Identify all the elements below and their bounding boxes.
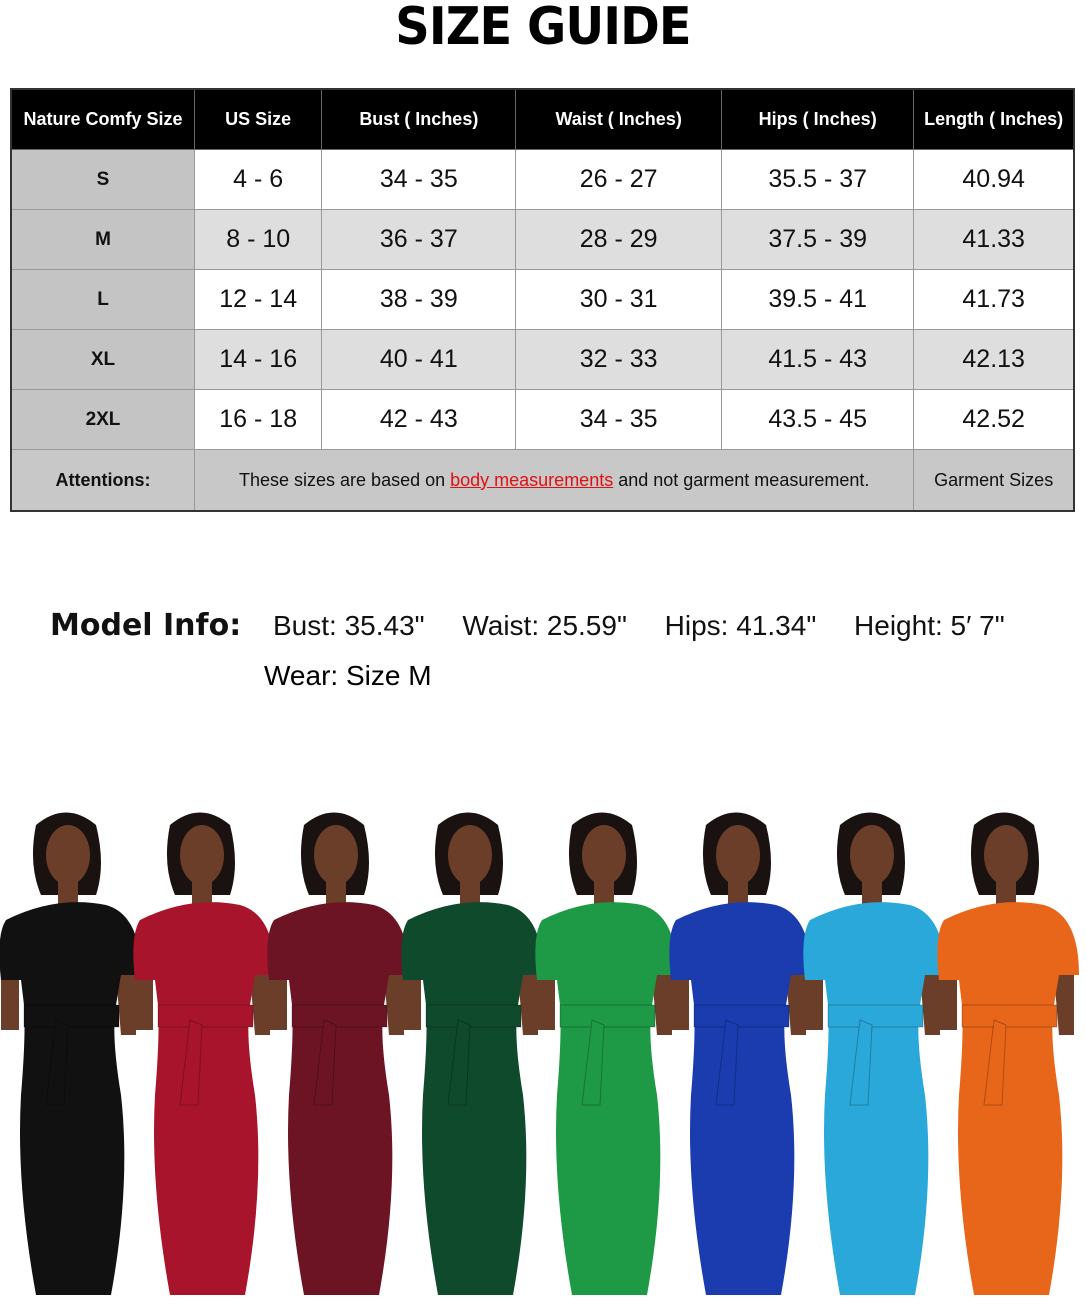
table-cell: 36 - 37 <box>321 209 517 270</box>
table-cell: 40.94 <box>913 149 1075 210</box>
model-figure <box>934 805 1084 1301</box>
color-variants-photo <box>0 805 1086 1301</box>
model-figure <box>130 805 280 1301</box>
table-cell: 30 - 31 <box>515 269 723 330</box>
model-figure <box>532 805 682 1301</box>
model-hips: Hips: 41.34" <box>664 610 817 641</box>
table-row: XL 14 - 16 40 - 41 32 - 33 41.5 - 43 42.13 <box>10 329 1075 390</box>
model-figure <box>398 805 548 1301</box>
table-cell: 32 - 33 <box>515 329 723 390</box>
model-figure <box>0 805 146 1301</box>
table-cell: 37.5 - 39 <box>721 209 915 270</box>
table-cell: 8 - 10 <box>193 209 323 270</box>
table-cell: 4 - 6 <box>193 149 323 210</box>
attentions-text: These sizes are based on body measuremen… <box>193 449 915 512</box>
header-cell: US Size <box>193 88 323 150</box>
table-cell: 41.5 - 43 <box>721 329 915 390</box>
size-label-cell: M <box>10 209 195 270</box>
table-cell: 42.13 <box>913 329 1075 390</box>
table-header-row: Nature Comfy Size US Size Bust ( Inches)… <box>10 88 1075 150</box>
table-cell: 40 - 41 <box>321 329 517 390</box>
model-figure <box>800 805 950 1301</box>
model-bust: Bust: 35.43" <box>272 610 425 641</box>
table-cell: 26 - 27 <box>515 149 723 210</box>
model-waist: Waist: 25.59" <box>462 610 627 641</box>
header-cell: Waist ( Inches) <box>515 88 723 150</box>
header-cell: Length ( Inches) <box>913 88 1075 150</box>
table-cell: 38 - 39 <box>321 269 517 330</box>
size-label-cell: S <box>10 149 195 210</box>
model-figure <box>666 805 816 1301</box>
header-cell: Nature Comfy Size <box>10 88 195 150</box>
attentions-text-after: and not garment measurement. <box>613 469 870 490</box>
model-info: Model Info: Bust: 35.43" Waist: 25.59" H… <box>50 608 1035 643</box>
header-cell: Hips ( Inches) <box>721 88 915 150</box>
size-label-cell: 2XL <box>10 389 195 450</box>
table-cell: 42 - 43 <box>321 389 517 450</box>
table-cell: 34 - 35 <box>321 149 517 210</box>
model-info-label: Model Info: <box>50 608 242 643</box>
table-cell: 41.33 <box>913 209 1075 270</box>
model-figure <box>264 805 414 1301</box>
table-cell: 14 - 16 <box>193 329 323 390</box>
page-title: SIZE GUIDE <box>395 0 691 57</box>
size-label-cell: XL <box>10 329 195 390</box>
table-row: L 12 - 14 38 - 39 30 - 31 39.5 - 41 41.73 <box>10 269 1075 330</box>
model-wear: Wear: Size M <box>264 660 432 691</box>
size-label-cell: L <box>10 269 195 330</box>
header-cell: Bust ( Inches) <box>321 88 517 150</box>
garment-sizes-label: Garment Sizes <box>913 449 1075 512</box>
attentions-label: Attentions: <box>10 449 195 512</box>
table-cell: 39.5 - 41 <box>721 269 915 330</box>
table-cell: 42.52 <box>913 389 1075 450</box>
table-cell: 12 - 14 <box>193 269 323 330</box>
model-height: Height: 5′ 7" <box>854 610 1005 641</box>
attentions-text-before: These sizes are based on <box>239 469 451 490</box>
body-measurements-link[interactable]: body measurements <box>450 469 614 490</box>
table-cell: 16 - 18 <box>193 389 323 450</box>
table-cell: 41.73 <box>913 269 1075 330</box>
table-cell: 43.5 - 45 <box>721 389 915 450</box>
attentions-row: Attentions: These sizes are based on bod… <box>10 449 1075 512</box>
size-table: Nature Comfy Size US Size Bust ( Inches)… <box>10 88 1075 512</box>
table-cell: 35.5 - 37 <box>721 149 915 210</box>
table-row: 2XL 16 - 18 42 - 43 34 - 35 43.5 - 45 42.52 <box>10 389 1075 450</box>
table-cell: 28 - 29 <box>515 209 723 270</box>
table-cell: 34 - 35 <box>515 389 723 450</box>
